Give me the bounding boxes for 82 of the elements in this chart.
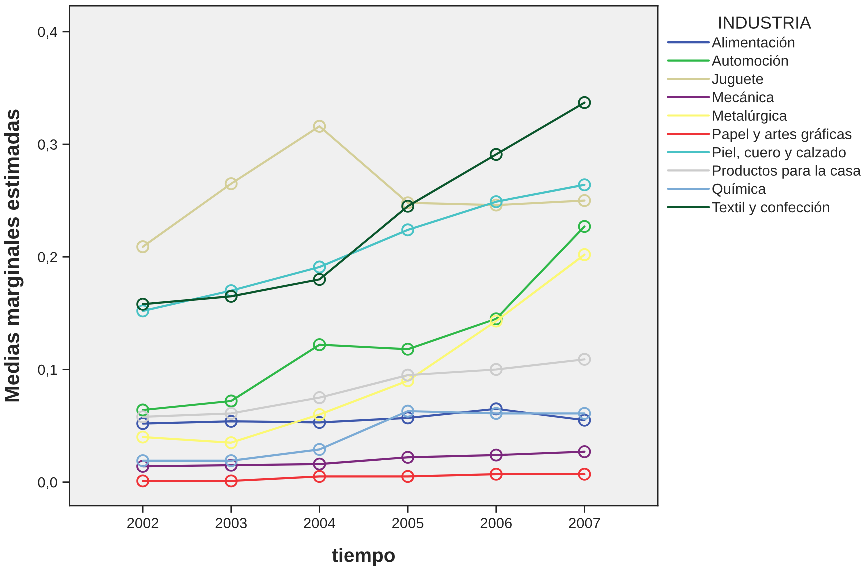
point	[578, 468, 592, 481]
point	[490, 195, 503, 208]
point	[224, 474, 238, 488]
x-tick-label: 2003	[216, 518, 247, 528]
point	[224, 177, 238, 190]
point	[490, 407, 503, 420]
point	[402, 343, 415, 356]
point	[136, 298, 150, 311]
legend-label: Productos para la casa	[713, 165, 862, 179]
point	[578, 407, 592, 420]
point	[578, 445, 592, 458]
legend-label: Piel, cuero y calzado	[713, 146, 846, 161]
point	[224, 290, 238, 303]
point	[490, 448, 503, 462]
point	[578, 353, 592, 366]
legend-title: INDUSTRIA	[720, 16, 812, 29]
legend-label: Juguete	[712, 74, 764, 88]
point	[402, 368, 415, 382]
point	[313, 470, 326, 484]
y-tick-label: 0,4	[38, 27, 58, 40]
legend-label: Metalúrgica	[713, 110, 788, 124]
point	[402, 412, 415, 425]
point	[136, 304, 150, 318]
point	[224, 407, 238, 420]
point	[402, 470, 415, 484]
legend-label: Papel y artes gráficas	[713, 128, 852, 142]
x-tick-label: 2006	[480, 518, 512, 528]
point	[402, 451, 415, 464]
point	[224, 284, 238, 298]
x-tick-label: 2007	[569, 518, 600, 528]
point	[490, 402, 503, 416]
point	[313, 408, 326, 422]
x-tick-label: 2005	[392, 518, 424, 528]
point	[224, 454, 238, 468]
point	[313, 458, 326, 471]
point	[136, 454, 150, 468]
x-axis-title: tiempo	[332, 548, 395, 566]
point	[490, 198, 503, 212]
point	[136, 460, 150, 474]
point	[136, 240, 150, 254]
y-tick-label: 0,1	[38, 364, 58, 377]
point	[313, 273, 326, 286]
legend-label: Alimentación	[712, 36, 795, 48]
point	[578, 248, 592, 262]
point	[136, 417, 150, 430]
point	[313, 260, 326, 274]
point	[313, 443, 326, 456]
point	[224, 394, 238, 408]
x-tick-label: 2004	[304, 518, 336, 528]
point	[578, 220, 592, 234]
legend-label: Textil y confección	[712, 202, 830, 216]
y-tick-label: 0,2	[38, 252, 58, 264]
point	[136, 410, 150, 424]
point	[490, 468, 503, 481]
legend-label: Química	[712, 183, 766, 197]
point	[402, 200, 415, 213]
point	[578, 414, 592, 427]
legend-label: Mecánica	[713, 92, 774, 103]
point	[224, 415, 238, 428]
y-axis-title: Medias marginales estimadas	[4, 110, 24, 402]
point	[313, 416, 326, 430]
point	[578, 194, 592, 208]
point	[224, 436, 238, 450]
point	[578, 178, 592, 192]
point	[136, 430, 150, 444]
x-tick-label: 2002	[128, 518, 159, 528]
point	[313, 391, 326, 404]
point	[136, 474, 150, 488]
point	[136, 404, 150, 417]
point	[490, 148, 503, 162]
point	[402, 374, 415, 388]
point	[402, 196, 415, 210]
point	[313, 338, 326, 352]
point	[578, 96, 592, 110]
point	[402, 404, 415, 418]
legend-label: Automoción	[712, 55, 788, 66]
y-tick-label: 0,3	[38, 140, 58, 152]
point	[402, 224, 415, 237]
point	[224, 458, 238, 472]
y-tick-label: 0,0	[38, 477, 58, 490]
point	[490, 363, 503, 376]
point	[313, 120, 326, 133]
